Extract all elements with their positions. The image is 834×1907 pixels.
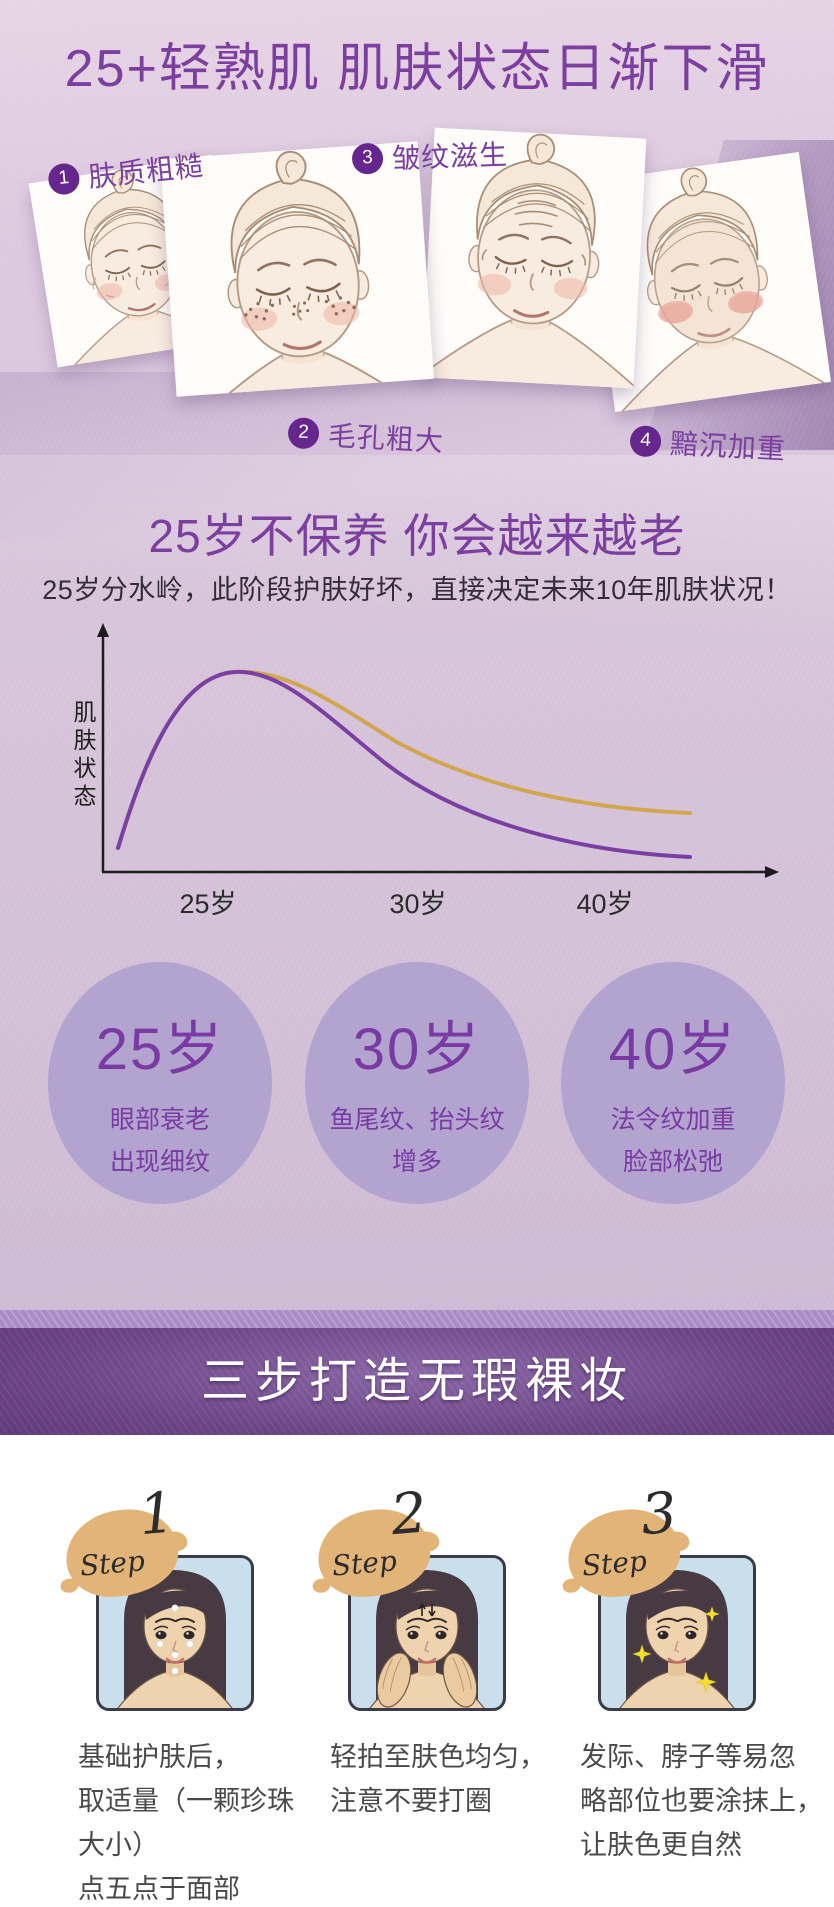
age-stage-age: 25岁 xyxy=(95,1017,225,1082)
gold-skin-curve xyxy=(116,669,692,850)
age-stage-line1: 眼部衰老 xyxy=(109,1106,210,1134)
step-2-word: Step xyxy=(330,1544,399,1583)
step-1-desc-line: 大小） xyxy=(78,1830,159,1860)
face-illustration-wrinkles xyxy=(421,127,647,389)
step-2-girl-illustration-patting xyxy=(368,1568,486,1708)
age-stage-line1: 法令纹加重 xyxy=(610,1106,736,1134)
step-3-desc-line: 略部位也要涂抹上， xyxy=(580,1786,823,1816)
skin-problem-photo-dullness xyxy=(582,151,832,413)
step-2-number: 2 xyxy=(388,1480,430,1549)
problem-label-large-pores: 2 毛孔粗大 xyxy=(287,412,445,460)
age-stage-line1: 鱼尾纹、抬头纹 xyxy=(329,1106,505,1134)
three-steps-banner-title: 三步打造无瑕裸妆 xyxy=(200,1355,633,1408)
skin-condition-line-chart: 25岁 30岁 40岁 xyxy=(97,623,779,919)
face-illustration-large-pores xyxy=(168,141,428,397)
age-stage-line2: 增多 xyxy=(391,1148,442,1176)
step-1-description: 基础护肤后， 取适量（一颗珍珠 大小） 点五点于面部 xyxy=(78,1735,298,1907)
step-1-girl-illustration-dots xyxy=(116,1568,234,1708)
aging-section-subtitle: 25岁分水岭，此阶段护肤好坏，直接决定未来10年肌肤状况！ xyxy=(42,575,792,605)
x-tick-30: 30岁 xyxy=(389,889,446,919)
problem-number-badge: 3 xyxy=(351,142,384,175)
step-3-desc-line: 发际、脖子等易忽 xyxy=(580,1742,796,1772)
step-1-number: 1 xyxy=(136,1480,178,1549)
step-3-number: 3 xyxy=(638,1480,680,1549)
age-stage-line2: 脸部松弛 xyxy=(622,1148,723,1176)
problem-number-badge: 4 xyxy=(629,424,662,458)
x-tick-25: 25岁 xyxy=(179,889,236,919)
aging-section-title: 25岁不保养 你会越来越老 xyxy=(148,510,686,562)
step-1-column: Step 1 基础护肤后， 取适量（一颗珍珠 大小） 点五点于面部 xyxy=(60,1480,300,1907)
step-1-desc-line: 基础护肤后， xyxy=(78,1742,240,1772)
age-stage-circle-25: 25岁 眼部衰老 出现细纹 xyxy=(48,962,272,1204)
face-illustration-dullness xyxy=(589,152,826,413)
step-2-desc-line: 轻拍至肤色均匀， xyxy=(330,1742,546,1772)
problem-number-badge: 1 xyxy=(46,161,81,196)
age-stage-age: 30岁 xyxy=(352,1017,482,1082)
three-steps-banner: 三步打造无瑕裸妆 xyxy=(0,1328,834,1435)
skin-problem-photo-wrinkles xyxy=(421,127,647,389)
problem-label-dullness: 4 黯沉加重 xyxy=(629,420,787,468)
step-1-word: Step xyxy=(78,1544,147,1583)
problem-label-wrinkles: 3 皱纹滋生 xyxy=(351,133,509,178)
x-tick-40: 40岁 xyxy=(576,889,633,919)
step-2-desc-line: 注意不要打圈 xyxy=(330,1786,492,1816)
step-2-column: Step 2 轻拍至肤色均匀， 注意不要打圈 xyxy=(312,1480,552,1907)
age-stage-circle-30: 30岁 鱼尾纹、抬头纹 增多 xyxy=(305,962,529,1204)
problem-label-text: 黯沉加重 xyxy=(669,428,787,466)
step-1-desc-line: 点五点于面部 xyxy=(78,1874,240,1904)
skin-problem-photo-large-pores xyxy=(160,141,434,397)
age-stage-line2: 出现细纹 xyxy=(109,1148,210,1176)
problem-label-text: 毛孔粗大 xyxy=(327,420,445,458)
banner-top-strip xyxy=(0,1310,834,1328)
step-1-desc-line: 取适量（一颗珍珠 xyxy=(78,1786,294,1816)
chart-y-axis-label: 肌肤状态 xyxy=(70,700,96,812)
problem-number-badge: 2 xyxy=(287,416,320,450)
step-3-desc-line: 让肤色更自然 xyxy=(580,1830,742,1860)
step-3-word: Step xyxy=(580,1544,649,1583)
age-stage-age: 40岁 xyxy=(608,1017,738,1082)
page-title: 25+轻熟肌 肌肤状态日渐下滑 xyxy=(64,40,770,98)
problem-label-text: 皱纹滋生 xyxy=(391,139,509,175)
x-axis-arrowhead xyxy=(765,866,779,878)
step-3-description: 发际、脖子等易忽 略部位也要涂抹上， 让肤色更自然 xyxy=(580,1735,823,1867)
purple-skin-curve xyxy=(116,669,692,859)
age-stage-circle-40: 40岁 法令纹加重 脸部松弛 xyxy=(561,962,785,1204)
y-axis-arrowhead xyxy=(97,623,109,637)
step-2-description: 轻拍至肤色均匀， 注意不要打圈 xyxy=(330,1735,550,1823)
step-3-column: Step 3 发际、脖子等易忽 略部位也要涂抹上， 让肤色更自然 xyxy=(562,1480,823,1907)
